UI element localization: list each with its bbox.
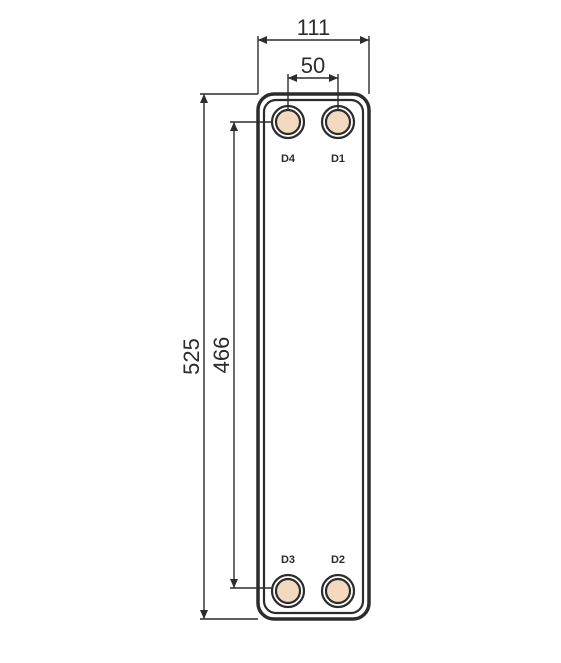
port-d2-inner [326,579,350,603]
dim-width-overall: 111 [297,15,330,40]
technical-drawing: D4 D1 D3 D2 111 50 525466 [0,0,561,663]
label-d1: D1 [331,153,345,165]
port-d4-inner [276,110,300,134]
label-d2: D2 [331,554,345,566]
label-d3: D3 [281,554,295,566]
dim-height-overall: 525 [179,338,204,375]
body-outer [258,94,369,619]
label-d4: D4 [281,153,296,165]
dim-port-vspacing: 466 [209,337,234,374]
dim-port-spacing: 50 [301,53,325,78]
port-d1-inner [326,110,350,134]
port-d3-inner [276,579,300,603]
